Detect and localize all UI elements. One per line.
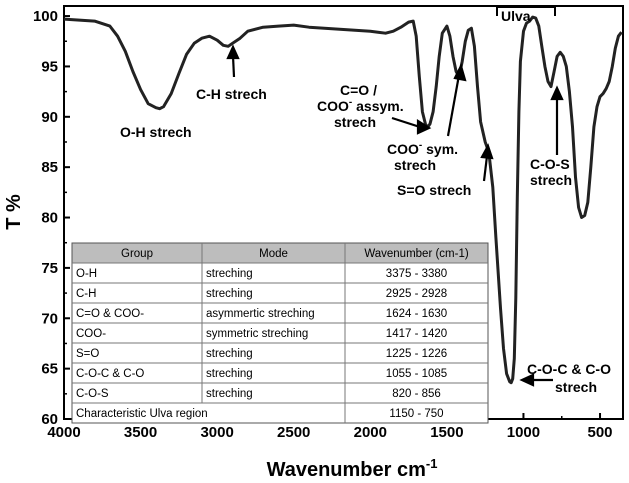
x-axis-label: Wavenumber cm-1 bbox=[267, 456, 438, 481]
table-cell-wavenumber: 3375 - 3380 bbox=[386, 268, 447, 280]
ulva-region-label: Ulva bbox=[501, 8, 531, 24]
arrow-so-head bbox=[480, 143, 494, 160]
table-cell-group: COO- bbox=[76, 328, 106, 340]
table-cell-mode: streching bbox=[206, 268, 253, 280]
table-cell-wavenumber: 1055 - 1085 bbox=[386, 368, 447, 380]
y-tick-label: 90 bbox=[41, 109, 58, 126]
y-tick-label: 80 bbox=[41, 210, 58, 227]
annotation-coo-sym-2: strech bbox=[394, 157, 436, 173]
y-axis-label: T % bbox=[3, 194, 25, 230]
table-cell-mode: streching bbox=[206, 288, 253, 300]
x-tick-label: 3000 bbox=[200, 424, 233, 441]
annotation-ch: C-H strech bbox=[196, 86, 267, 102]
arrow-coo-sym bbox=[446, 74, 461, 137]
arrow-so bbox=[482, 155, 489, 182]
y-tick-label: 65 bbox=[41, 361, 58, 378]
annotation-oh: O-H strech bbox=[120, 124, 192, 140]
ulva-region-bracket: Ulva bbox=[496, 6, 556, 24]
x-tick-label: 1000 bbox=[507, 424, 540, 441]
y-axis-ticks: 60 65 70 75 80 85 90 95 100 bbox=[33, 8, 70, 428]
table-cell-wavenumber: 1624 - 1630 bbox=[386, 308, 447, 320]
table-cell-wavenumber: 1150 - 750 bbox=[389, 408, 443, 420]
arrow-co bbox=[391, 116, 421, 129]
table-cell-group: C-O-S bbox=[76, 388, 109, 400]
x-tick-label: 2000 bbox=[354, 424, 387, 441]
annotation-cos-2: strech bbox=[530, 172, 572, 188]
table-cell-group: Characteristic Ulva region bbox=[76, 408, 208, 420]
table-cell-group: C-O-C & C-O bbox=[76, 368, 144, 380]
assignment-table: Group Mode Wavenumber (cm-1) O-H streching 33… bbox=[71, 242, 489, 424]
y-tick-label: 85 bbox=[41, 159, 58, 176]
arrow-co-head bbox=[416, 118, 432, 135]
annotation-coo-sym-1: COO- sym. bbox=[387, 140, 458, 157]
table-cell-mode: streching bbox=[206, 388, 253, 400]
table-cell-wavenumber: 1417 - 1420 bbox=[386, 328, 447, 340]
table-header-cell: Mode bbox=[259, 248, 288, 260]
table-background bbox=[71, 242, 489, 424]
spectrum-line bbox=[63, 15, 623, 385]
table-cell-mode: streching bbox=[206, 348, 253, 360]
x-tick-label: 4000 bbox=[47, 424, 80, 441]
arrow-cos-head bbox=[550, 85, 564, 101]
arrow-ch bbox=[231, 55, 236, 78]
annotation-co-2: COO- assym. bbox=[317, 97, 404, 114]
y-tick-label: 60 bbox=[41, 411, 58, 428]
x-tick-label: 3500 bbox=[124, 424, 157, 441]
y-tick-label: 100 bbox=[33, 8, 58, 25]
table-cell-mode: symmetric streching bbox=[206, 328, 308, 340]
arrow-coc-head bbox=[519, 373, 535, 387]
table-cell-group: C-H bbox=[76, 288, 96, 300]
table-cell-mode: streching bbox=[206, 368, 253, 380]
annotation-arrows bbox=[226, 44, 564, 387]
x-tick-label: 2500 bbox=[277, 424, 310, 441]
y-tick-label: 70 bbox=[41, 310, 58, 327]
annotation-so: S=O strech bbox=[397, 182, 471, 198]
annotation-co-3: strech bbox=[334, 114, 376, 130]
table-cell-mode: asymmertic streching bbox=[206, 308, 315, 320]
y-tick-label: 75 bbox=[41, 260, 58, 277]
table-cell-group: C=O & COO- bbox=[76, 308, 144, 320]
annotation-coc-2: strech bbox=[555, 379, 597, 395]
table-cell-group: S=O bbox=[76, 348, 99, 360]
annotation-coc-1: C-O-C & C-O bbox=[527, 361, 611, 377]
annotation-cos-1: C-O-S bbox=[530, 156, 570, 172]
annotation-co-1: C=O / bbox=[340, 82, 377, 98]
table-header-cell: Wavenumber (cm-1) bbox=[364, 248, 469, 260]
table-cell-wavenumber: 1225 - 1226 bbox=[386, 348, 447, 360]
x-tick-label: 500 bbox=[588, 424, 613, 441]
table-header-cell: Group bbox=[121, 248, 153, 260]
y-tick-label: 95 bbox=[41, 58, 58, 75]
table-cell-wavenumber: 820 - 856 bbox=[392, 388, 441, 400]
table-cell-group: O-H bbox=[76, 268, 97, 280]
arrow-ch-head bbox=[226, 44, 240, 60]
x-tick-label: 1500 bbox=[430, 424, 463, 441]
table-cell-wavenumber: 2925 - 2928 bbox=[386, 288, 447, 300]
arrow-coo-sym-head bbox=[453, 62, 467, 82]
